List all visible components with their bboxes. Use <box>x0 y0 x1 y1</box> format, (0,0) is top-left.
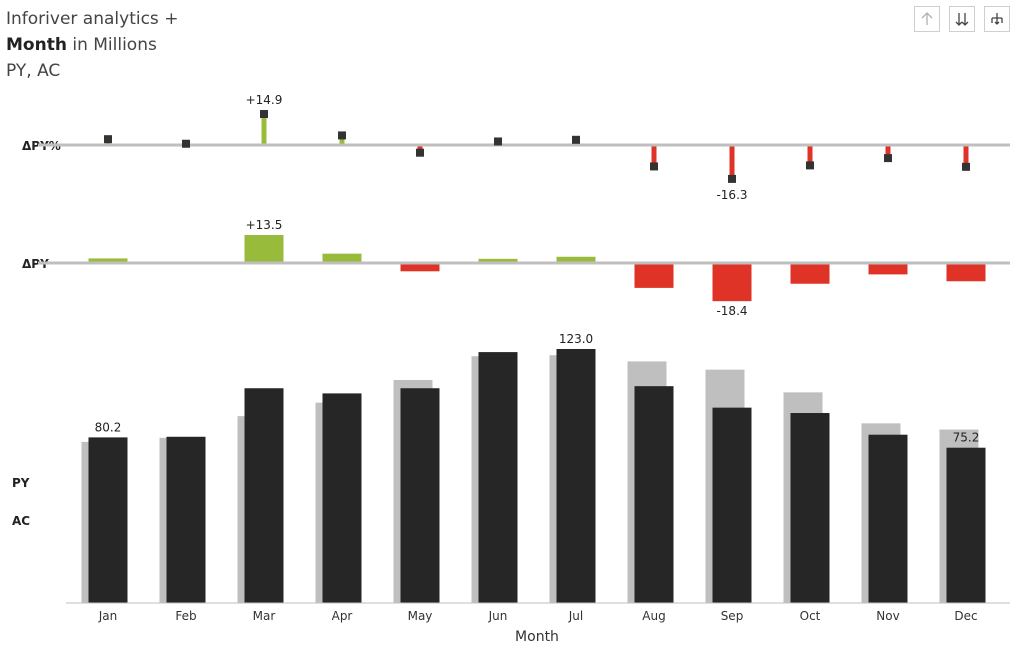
delta-py-bar-apr <box>322 253 362 263</box>
delta-pct-pin-oct <box>807 145 813 166</box>
ac-bar-feb <box>166 436 206 603</box>
delta-pct-marker-dec <box>962 162 970 171</box>
ac-bar-jan <box>88 437 128 603</box>
ac-data-label-jan: 80.2 <box>95 420 122 434</box>
ac-bar-dec <box>946 447 986 603</box>
delta-pct-pin-dec <box>963 145 969 167</box>
delta-pct-pin-aug <box>651 145 657 167</box>
x-tick-label-sep: Sep <box>721 609 744 623</box>
x-tick-label-jan: Jan <box>98 609 118 623</box>
ac-bar-jul <box>556 349 596 603</box>
ac-bar-apr <box>322 393 362 603</box>
hierarchy-icon <box>991 13 1003 25</box>
delta-pct-marker-mar <box>260 110 268 118</box>
delta-py-bar-may <box>400 263 440 272</box>
delta-py-bar-mar <box>244 235 284 263</box>
delta-pct-max-label: +14.9 <box>246 93 283 107</box>
delta-pct-marker-sep <box>728 174 736 183</box>
sort-down-button[interactable] <box>949 6 975 32</box>
x-tick-label-jul: Jul <box>568 609 583 623</box>
x-tick-label-feb: Feb <box>175 609 196 623</box>
ac-bar-nov <box>868 434 908 603</box>
sort-up-button[interactable] <box>914 6 940 32</box>
x-tick-label-oct: Oct <box>800 609 821 623</box>
delta-pct-pin-apr <box>339 135 345 145</box>
delta-py-bar-nov <box>868 263 908 275</box>
ac-bar-jun <box>478 352 518 603</box>
double-arrow-down-icon <box>955 13 969 26</box>
ac-row-label: AC <box>12 514 30 528</box>
delta-pct-marker-feb <box>182 139 190 148</box>
x-axis-title: Month <box>515 629 559 645</box>
chart-title: Month in Millions <box>6 32 178 58</box>
delta-pct-marker-jun <box>494 137 502 146</box>
chart-title-bold: Month <box>6 35 67 55</box>
delta-pct-pin-sep <box>729 145 735 179</box>
chart-title-block: Inforiver analytics + Month in Millions … <box>6 6 178 84</box>
delta-pct-marker-apr <box>338 131 346 140</box>
arrow-up-icon <box>921 12 933 25</box>
delta-py-bar-jun <box>478 258 518 263</box>
x-tick-label-dec: Dec <box>954 609 977 623</box>
x-tick-label-apr: Apr <box>332 609 353 623</box>
ac-bar-aug <box>634 386 674 603</box>
drill-down-button[interactable] <box>984 6 1010 32</box>
chart-toolbar <box>914 6 1010 32</box>
delta-pct-pin-nov <box>885 145 891 159</box>
ac-bar-sep <box>712 407 752 603</box>
ac-bar-may <box>400 388 440 603</box>
delta-py-bar-oct <box>790 263 830 284</box>
delta-py-bar-sep <box>712 263 752 302</box>
chart-subtitle: PY, AC <box>6 61 61 81</box>
ac-bar-oct <box>790 413 830 603</box>
delta-py-bar-jan <box>88 258 128 263</box>
delta-pct-min-label: -16.3 <box>716 188 747 202</box>
delta-pct-marker-oct <box>806 161 814 170</box>
x-tick-label-jun: Jun <box>488 609 508 623</box>
ac-data-label-dec: 75.2 <box>953 431 980 445</box>
x-tick-label-mar: Mar <box>253 609 276 623</box>
delta-pct-pin-mar <box>261 114 267 145</box>
delta-py-max-label: +13.5 <box>246 218 283 232</box>
chart-title-prefix: Inforiver analytics + <box>6 9 179 29</box>
chart-title-rest: in Millions <box>66 35 157 55</box>
ac-data-label-jul: 123.0 <box>559 332 593 346</box>
delta-py-min-label: -18.4 <box>716 304 747 318</box>
x-tick-label-may: May <box>408 609 433 623</box>
delta-pct-marker-jan <box>104 135 112 144</box>
ac-bar-mar <box>244 388 284 603</box>
py-row-label: PY <box>12 476 30 490</box>
delta-py-row-label: ΔPY <box>22 257 49 271</box>
delta-py-bar-aug <box>634 263 674 288</box>
delta-py-bar-jul <box>556 256 596 263</box>
x-tick-label-aug: Aug <box>642 609 665 623</box>
delta-py-bar-dec <box>946 263 986 282</box>
x-tick-label-nov: Nov <box>876 609 899 623</box>
delta-pct-marker-nov <box>884 154 892 163</box>
delta-pct-marker-jul <box>572 135 580 144</box>
delta-pct-marker-may <box>416 148 424 157</box>
delta-pct-marker-aug <box>650 162 658 171</box>
